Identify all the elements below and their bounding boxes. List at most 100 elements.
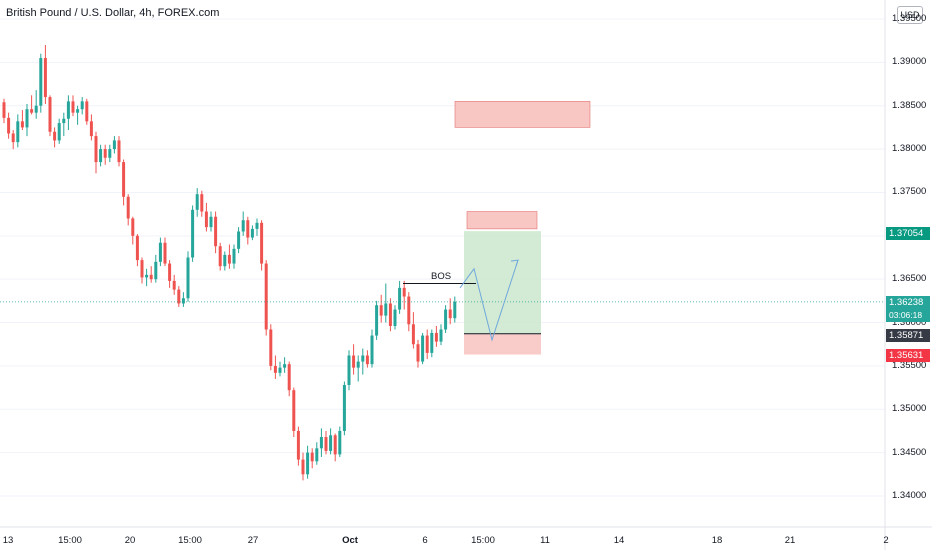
- candle: [172, 274, 176, 295]
- candle: [11, 130, 15, 150]
- candle: [379, 294, 383, 323]
- candle-body: [131, 218, 135, 236]
- candle-body: [255, 222, 259, 229]
- candle-body: [329, 435, 333, 451]
- candle-body: [135, 235, 139, 261]
- target-zone[interactable]: [464, 231, 541, 334]
- candle: [48, 95, 52, 137]
- candle-body: [30, 109, 34, 113]
- projected-path-arrow: [510, 259, 519, 267]
- x-tick-label: 2: [883, 535, 889, 546]
- y-tick-label: 1.34000: [892, 490, 927, 501]
- candle: [333, 433, 337, 462]
- candle-body: [393, 309, 397, 327]
- candle: [218, 242, 222, 271]
- candle: [177, 286, 181, 307]
- candle: [388, 298, 392, 332]
- candle-body: [223, 254, 227, 267]
- candle: [296, 426, 300, 466]
- y-tick-label: 1.39000: [892, 56, 927, 68]
- candle: [306, 445, 310, 479]
- candle: [57, 118, 61, 144]
- candle-body: [53, 131, 57, 141]
- candle: [126, 194, 130, 226]
- candle-body: [168, 263, 172, 281]
- x-tick-label: 14: [613, 535, 625, 546]
- candle-body: [448, 309, 452, 319]
- candle-body: [122, 162, 126, 197]
- y-tick-label: 1.35000: [892, 403, 927, 415]
- currency-button[interactable]: USD: [897, 6, 923, 24]
- x-tick-label: 15:00: [471, 535, 495, 546]
- candle: [204, 202, 208, 232]
- candle: [145, 268, 149, 287]
- candle: [301, 452, 305, 481]
- candle-body: [306, 452, 310, 475]
- x-tick-label: 15:00: [58, 535, 82, 546]
- candle: [324, 430, 328, 455]
- candle: [356, 355, 360, 382]
- candle-body: [370, 335, 374, 365]
- candle: [122, 159, 126, 206]
- candle-body: [444, 309, 448, 330]
- candle: [347, 350, 351, 391]
- candle-body: [145, 274, 149, 278]
- candle: [319, 428, 323, 457]
- current-price-label: 1.36238 03:06:18: [886, 296, 930, 322]
- candle: [149, 266, 153, 283]
- candle-body: [453, 301, 457, 319]
- candle-body: [126, 196, 130, 219]
- candle-body: [425, 335, 429, 353]
- y-tick-label: 1.39500: [892, 13, 927, 24]
- candle: [227, 244, 231, 269]
- candle: [329, 428, 333, 455]
- candle-body: [103, 149, 107, 158]
- candle: [352, 344, 356, 375]
- chart-title: British Pound / U.S. Dollar, 4h, FOREX.c…: [6, 7, 220, 19]
- candle-body: [342, 384, 346, 431]
- candle-body: [411, 324, 415, 345]
- candle-body: [347, 355, 351, 385]
- candle-body: [16, 121, 20, 143]
- candle-body: [89, 121, 93, 137]
- candle-body: [402, 287, 406, 297]
- candle: [425, 329, 429, 359]
- supply-zone-upper[interactable]: [454, 101, 591, 128]
- candle-body: [181, 298, 185, 304]
- candle: [191, 205, 195, 262]
- candle: [140, 257, 144, 284]
- candle: [370, 329, 374, 368]
- candle-body: [269, 329, 273, 366]
- candle-body: [388, 303, 392, 327]
- supply-zone-lower[interactable]: [466, 211, 538, 230]
- candle-body: [25, 109, 29, 128]
- candle: [99, 144, 103, 167]
- entry-price-label: 1.35871: [886, 329, 930, 342]
- candle: [278, 361, 282, 377]
- candle: [246, 216, 250, 245]
- candle: [439, 324, 443, 346]
- candle-body: [407, 296, 411, 325]
- candle: [200, 190, 204, 217]
- candle-body: [34, 105, 38, 113]
- candle-body: [416, 344, 420, 362]
- candle-body: [421, 335, 425, 362]
- x-tick-label: 13: [2, 535, 14, 546]
- candle: [375, 300, 379, 340]
- candle: [89, 114, 93, 141]
- candle-body: [273, 365, 277, 373]
- candle-body: [232, 248, 236, 264]
- candle: [260, 220, 264, 271]
- projected-path-line[interactable]: [459, 259, 519, 342]
- x-tick-label: 18: [711, 535, 723, 546]
- stop-zone[interactable]: [464, 333, 541, 355]
- candle: [181, 292, 185, 307]
- candle: [223, 251, 227, 271]
- bos-label: BOS: [431, 271, 452, 282]
- candle-body: [48, 97, 52, 132]
- candle: [411, 312, 415, 349]
- candle: [232, 244, 236, 269]
- candle: [112, 136, 116, 154]
- candle: [80, 97, 84, 115]
